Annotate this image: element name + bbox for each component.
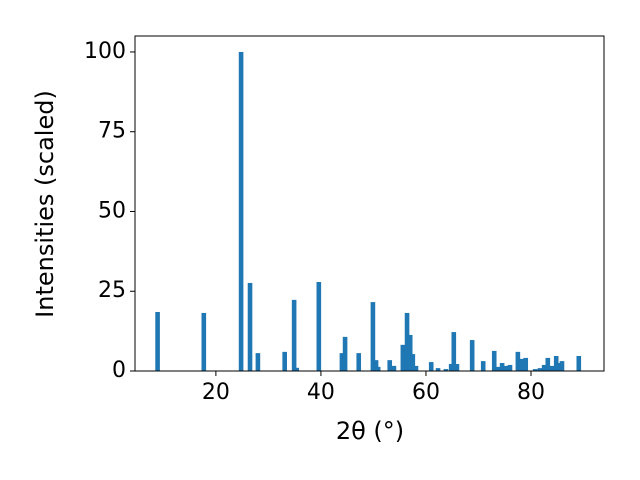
y-tick-label: 0 xyxy=(112,358,126,383)
bar xyxy=(238,51,244,371)
bar xyxy=(499,363,505,371)
bar xyxy=(387,360,393,371)
bar xyxy=(316,281,322,371)
bar xyxy=(537,368,543,371)
bar xyxy=(413,365,419,371)
x-tick-label: 40 xyxy=(307,380,335,405)
bar xyxy=(549,365,555,371)
bar xyxy=(435,368,441,371)
bar xyxy=(410,354,416,371)
x-axis-label: 2θ (°) xyxy=(336,417,404,445)
bar xyxy=(247,282,253,371)
bar xyxy=(375,366,381,371)
bar xyxy=(532,369,538,371)
bar xyxy=(515,351,521,371)
y-tick-label: 25 xyxy=(98,278,126,303)
y-tick-label: 75 xyxy=(98,119,126,144)
bar xyxy=(400,344,406,371)
x-tick-label: 60 xyxy=(412,380,440,405)
bar xyxy=(480,361,486,371)
bar xyxy=(294,367,300,371)
x-tick-label: 20 xyxy=(202,380,230,405)
y-tick-label: 100 xyxy=(84,39,126,64)
bar xyxy=(339,353,345,371)
bar xyxy=(448,363,454,371)
bar xyxy=(443,369,449,371)
bar xyxy=(495,366,501,371)
bar xyxy=(291,299,297,371)
bar xyxy=(407,334,413,371)
bar xyxy=(451,332,457,371)
y-tick-label: 50 xyxy=(98,198,126,223)
bar xyxy=(342,336,348,371)
bar xyxy=(541,364,547,371)
bar xyxy=(545,357,551,371)
bar xyxy=(507,364,513,371)
bar xyxy=(155,311,160,371)
bar xyxy=(404,312,410,371)
x-tick-label: 80 xyxy=(517,380,545,405)
bar xyxy=(519,358,525,371)
bar xyxy=(201,312,207,371)
plot-frame xyxy=(134,35,605,372)
bar xyxy=(576,356,582,371)
bar xyxy=(391,365,397,371)
bar xyxy=(559,361,565,371)
bar xyxy=(503,365,509,371)
bar xyxy=(282,351,287,371)
bar xyxy=(491,350,497,371)
bar xyxy=(553,356,559,371)
bar xyxy=(255,353,261,371)
bar xyxy=(373,360,379,371)
bar xyxy=(556,363,562,371)
bar xyxy=(370,302,376,371)
bar xyxy=(523,357,529,371)
bar xyxy=(356,353,362,371)
bar xyxy=(454,363,460,371)
y-axis-label: Intensities (scaled) xyxy=(31,90,59,318)
bar xyxy=(428,362,434,371)
bar xyxy=(469,340,475,371)
